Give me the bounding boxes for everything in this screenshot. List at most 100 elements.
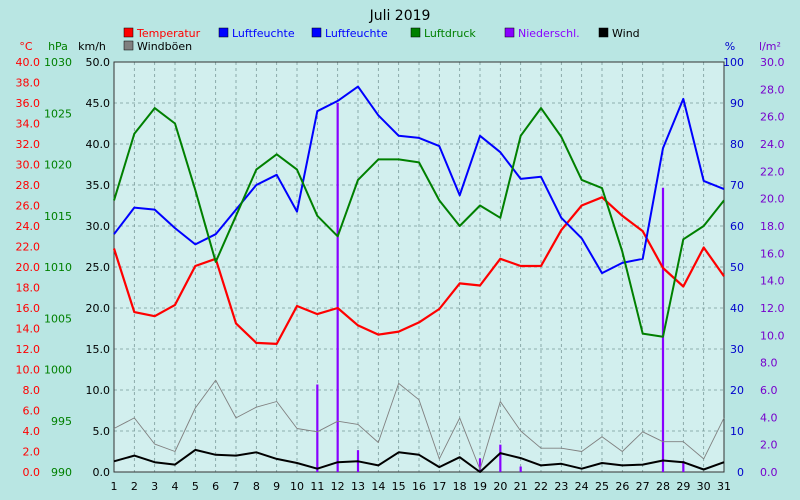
humidity-tick-label: 40 [730,302,744,315]
x-tick-label: 18 [453,480,467,493]
temp-tick-label: 30.0 [16,159,41,172]
rain-tick-label: 4.0 [760,411,778,424]
temp-tick-label: 6.0 [23,405,41,418]
x-tick-label: 14 [371,480,385,493]
temp-tick-label: 12.0 [16,343,41,356]
temp-tick-label: 4.0 [23,425,41,438]
wind-tick-label: 20.0 [86,302,111,315]
legend-label: Wind [612,27,640,40]
temp-tick-label: 2.0 [23,446,41,459]
x-tick-label: 13 [351,480,365,493]
unit-label-wind: km/h [78,40,106,53]
x-tick-label: 1 [111,480,118,493]
wind-tick-label: 5.0 [93,425,111,438]
humidity-tick-label: 60 [730,220,744,233]
wind-tick-label: 15.0 [86,343,111,356]
unit-label-rain: l/m² [759,40,781,53]
humidity-tick-label: 20 [730,384,744,397]
wind-tick-label: 40.0 [86,138,111,151]
x-tick-label: 4 [172,480,179,493]
rain-tick-label: 6.0 [760,384,778,397]
legend-label: Luftfeuchte [232,27,295,40]
x-tick-label: 10 [290,480,304,493]
temp-tick-label: 38.0 [16,77,41,90]
x-tick-label: 2 [131,480,138,493]
x-tick-label: 29 [676,480,690,493]
x-tick-label: 26 [615,480,629,493]
pressure-tick-label: 1025 [44,107,72,120]
legend-swatch [123,27,134,38]
x-tick-label: 7 [233,480,240,493]
wind-tick-label: 50.0 [86,56,111,69]
pressure-tick-label: 995 [51,415,72,428]
x-tick-label: 12 [331,480,345,493]
unit-label-humidity: % [725,40,735,53]
x-tick-label: 31 [717,480,731,493]
pressure-tick-label: 1020 [44,159,72,172]
humidity-tick-label: 10 [730,425,744,438]
series-line-windböen [113,379,725,470]
rain-tick-label: 28.0 [760,83,785,96]
x-tick-label: 23 [554,480,568,493]
x-tick-label: 21 [514,480,528,493]
legend-swatch [123,40,134,51]
rain-tick-label: 22.0 [760,165,785,178]
pressure-tick-label: 1010 [44,261,72,274]
x-tick-label: 24 [575,480,589,493]
humidity-tick-label: 70 [730,179,744,192]
rain-tick-label: 26.0 [760,111,785,124]
temp-tick-label: 36.0 [16,97,41,110]
legend-swatch [504,27,515,38]
x-tick-label: 17 [432,480,446,493]
temp-tick-label: 32.0 [16,138,41,151]
legend-label: Temperatur [136,27,201,40]
temp-tick-label: 20.0 [16,261,41,274]
chart-title: Juli 2019 [369,8,431,24]
wind-tick-label: 10.0 [86,384,111,397]
legend-swatch [598,27,609,38]
x-tick-label: 15 [392,480,406,493]
legend-label: Luftfeuchte [325,27,388,40]
wind-tick-label: 30.0 [86,220,111,233]
x-tick-label: 19 [473,480,487,493]
wind-tick-label: 35.0 [86,179,111,192]
wind-tick-label: 25.0 [86,261,111,274]
pressure-tick-label: 1015 [44,210,72,223]
temp-tick-label: 16.0 [16,302,41,315]
legend-swatch [218,27,229,38]
series-line-luftdruck [113,107,725,338]
x-tick-label: 6 [212,480,219,493]
rain-tick-label: 12.0 [760,302,785,315]
rain-tick-label: 2.0 [760,439,778,452]
x-tick-label: 25 [595,480,609,493]
wind-tick-label: 45.0 [86,97,111,110]
legend-label: Windböen [137,40,192,53]
legend-swatch [311,27,322,38]
temp-tick-label: 18.0 [16,282,41,295]
rain-tick-label: 30.0 [760,56,785,69]
rain-tick-label: 10.0 [760,329,785,342]
x-tick-label: 3 [151,480,158,493]
humidity-tick-label: 0 [737,466,744,479]
wind-tick-label: 0.0 [93,466,111,479]
unit-label-temp: °C [19,40,33,53]
temp-tick-label: 34.0 [16,118,41,131]
temp-tick-label: 14.0 [16,323,41,336]
pressure-tick-label: 1000 [44,364,72,377]
temp-tick-label: 24.0 [16,220,41,233]
rain-tick-label: 8.0 [760,357,778,370]
x-tick-label: 8 [253,480,260,493]
temp-tick-label: 8.0 [23,384,41,397]
humidity-tick-label: 80 [730,138,744,151]
x-tick-label: 9 [273,480,280,493]
humidity-tick-label: 50 [730,261,744,274]
x-tick-label: 28 [656,480,670,493]
rain-tick-label: 14.0 [760,275,785,288]
temp-tick-label: 10.0 [16,364,41,377]
pressure-tick-label: 1030 [44,56,72,69]
temp-tick-label: 0.0 [23,466,41,479]
legend-swatch [410,27,421,38]
x-tick-label: 27 [636,480,650,493]
